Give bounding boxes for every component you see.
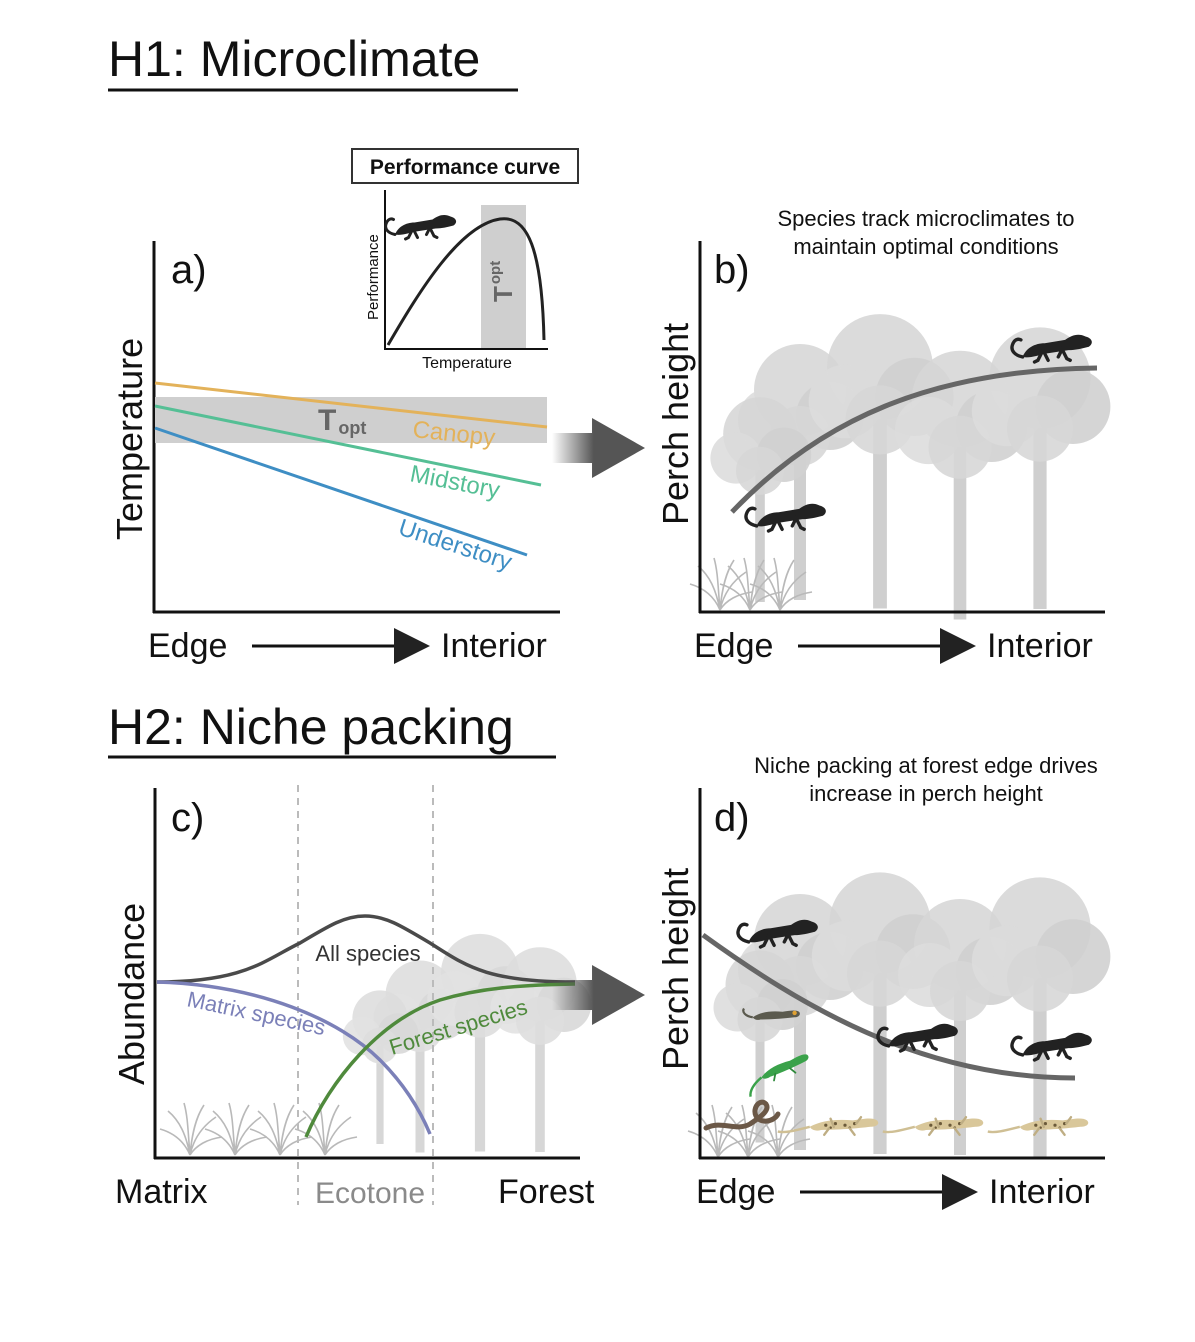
lizard-icon (1010, 1031, 1094, 1062)
panel-c: All species Matrix species Forest specie… (111, 785, 595, 1211)
matrix-species-curve (156, 980, 432, 1135)
inset-x-label: Temperature (422, 355, 512, 372)
arrow-icon (552, 965, 645, 1025)
inset-title: Performance curve (370, 156, 560, 179)
gecko-icon (881, 1115, 985, 1137)
panel-d: d) Perch height Niche packing at forest … (655, 753, 1111, 1211)
panel-b-label: b) (714, 248, 750, 292)
panel-d-edge: Edge (696, 1173, 775, 1211)
panel-d-y-label: Perch height (655, 868, 696, 1070)
panel-b-perch-curve (730, 365, 1098, 514)
inset-topt-band (481, 205, 526, 349)
panel-c-label: c) (171, 796, 204, 840)
inset-title-box (351, 148, 579, 184)
panel-a-y-label: Temperature (109, 338, 150, 540)
h2-title: H2: Niche packing (108, 699, 514, 755)
arrow-icon (552, 418, 645, 478)
panel-a-edge: Edge (148, 627, 227, 665)
snake-icon (703, 1099, 781, 1131)
lizard-icon (876, 1022, 960, 1053)
lizard-icon (384, 213, 458, 241)
panel-b: b) Perch height Species track microclima… (655, 206, 1111, 665)
panel-d-interior: Interior (989, 1173, 1095, 1211)
panel-d-caption-2: increase in perch height (809, 781, 1043, 806)
tree-icon (971, 877, 1111, 1159)
panel-d-label: d) (714, 796, 750, 840)
grass-icon (204, 1102, 268, 1156)
h1-title: H1: Microclimate (108, 31, 480, 87)
canopy-line (154, 381, 548, 429)
panel-c-forest: Forest (498, 1173, 595, 1211)
panel-c-matrix: Matrix (115, 1173, 208, 1211)
forest-species-curve (304, 982, 576, 1138)
grass-patch (159, 1102, 358, 1156)
panel-a-label: a) (171, 248, 207, 292)
understory-label: Understory (395, 514, 515, 576)
understory-line (154, 426, 528, 557)
grass-icon (249, 1102, 313, 1156)
forest-background (710, 314, 1111, 620)
panel-b-caption-2: maintain optimal conditions (793, 234, 1058, 259)
inset-topt-label: Topt (487, 261, 518, 302)
panel-b-y-label: Perch height (655, 323, 696, 525)
gecko-icon (742, 1007, 800, 1020)
panel-c-ecotone: Ecotone (315, 1177, 425, 1210)
midstory-line (154, 404, 542, 487)
performance-inset: Performance curve Topt Performance Tempe… (351, 148, 579, 372)
grass-patch (689, 557, 813, 611)
panel-d-perch-curve (701, 932, 1076, 1081)
performance-curve (386, 217, 546, 346)
all-species-curve (156, 914, 576, 984)
all-species-label: All species (315, 941, 420, 966)
panel-b-interior: Interior (987, 627, 1093, 665)
panel-b-caption-1: Species track microclimates to (777, 206, 1074, 231)
gecko-icon (749, 1054, 809, 1097)
panel-c-y-label: Abundance (111, 903, 152, 1085)
panel-b-edge: Edge (694, 627, 773, 665)
panel-d-caption-1: Niche packing at forest edge drives (754, 753, 1098, 778)
gecko-icon (776, 1115, 880, 1137)
inset-y-label: Performance (365, 234, 382, 320)
panel-a-interior: Interior (441, 627, 547, 665)
grass-icon (294, 1102, 358, 1156)
grass-icon (159, 1102, 223, 1156)
forest-background (342, 933, 592, 1153)
